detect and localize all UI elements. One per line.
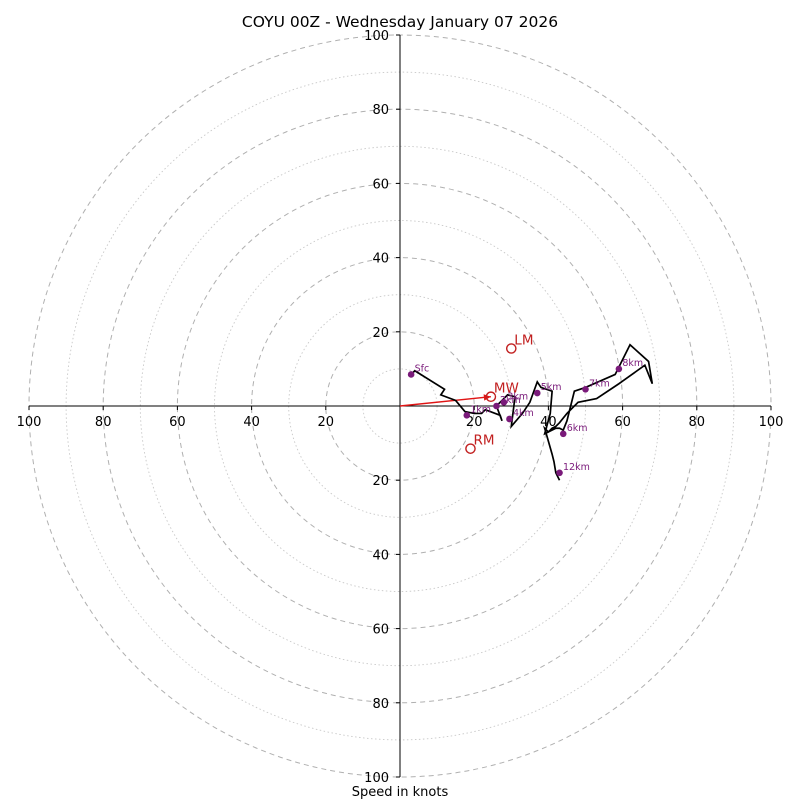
height-marker-label: 12km	[563, 462, 590, 473]
height-marker-dot	[506, 415, 513, 423]
height-marker-dot	[559, 430, 567, 438]
storm-vector-arrowhead	[483, 394, 491, 401]
storm-motion-label: RM	[473, 433, 494, 449]
y-tick-label: 60	[372, 177, 389, 192]
x-tick-label: 20	[466, 415, 483, 430]
height-marker-label: 6km	[567, 423, 588, 434]
y-tick-label: 100	[364, 771, 389, 786]
height-marker-label: 3km	[507, 391, 528, 402]
height-marker-label: 5km	[541, 382, 562, 393]
storm-motion-marker	[485, 391, 497, 403]
chart-title: COYU 00Z - Wednesday January 07 2026	[242, 13, 558, 31]
x-tick-label: 20	[318, 415, 335, 430]
height-marker-label: 7km	[589, 378, 610, 389]
x-tick-label: 80	[689, 415, 706, 430]
height-marker-dot	[556, 469, 563, 477]
height-marker-label: Sfc	[415, 363, 430, 374]
height-marker-label: 1km	[470, 404, 491, 415]
height-marker-dot	[407, 371, 415, 378]
y-tick-label: 40	[372, 252, 389, 267]
hodograph-line-group	[410, 343, 654, 481]
height-marker-dot	[582, 386, 589, 393]
height-marker-dot	[493, 402, 500, 410]
storm-motion-label: MW	[494, 381, 519, 397]
y-tick-label: 80	[372, 697, 389, 712]
storm-motion-label: LM	[514, 332, 533, 348]
height-marker-dot	[500, 398, 508, 406]
y-tick-label: 20	[372, 474, 389, 489]
x-tick-label: 100	[17, 415, 42, 430]
storm-motion-group: LM RM MW	[465, 332, 533, 454]
height-marker-dot	[533, 389, 541, 397]
hodograph-trace	[410, 343, 654, 481]
storm-motion-marker	[505, 343, 517, 354]
x-axis-label: Speed in knots	[352, 785, 449, 800]
storm-vector-line	[399, 396, 491, 407]
height-marker-dot	[463, 411, 471, 419]
height-marker-label: 4km	[513, 408, 534, 419]
storm-motion-marker	[465, 443, 476, 454]
x-tick-label: 40	[243, 415, 260, 430]
y-tick-label: 20	[372, 326, 389, 341]
x-tick-label: 80	[95, 415, 112, 430]
storm-vector-group	[399, 394, 491, 407]
y-tick-label: 100	[364, 29, 389, 44]
x-tick-label: 60	[614, 415, 631, 430]
height-marker-label: 8km	[622, 358, 643, 369]
y-tick-label: 40	[372, 548, 389, 563]
x-tick-label: 100	[759, 415, 784, 430]
y-tick-label: 60	[372, 623, 389, 638]
y-tick-label: 80	[372, 103, 389, 118]
tick-group: 100 80 60 40 20 20 40 60 80 100100806040202040608…	[17, 29, 784, 786]
x-tick-label: 60	[169, 415, 186, 430]
height-marker-dot	[615, 365, 623, 373]
height-marker-label: 2km	[500, 395, 521, 406]
